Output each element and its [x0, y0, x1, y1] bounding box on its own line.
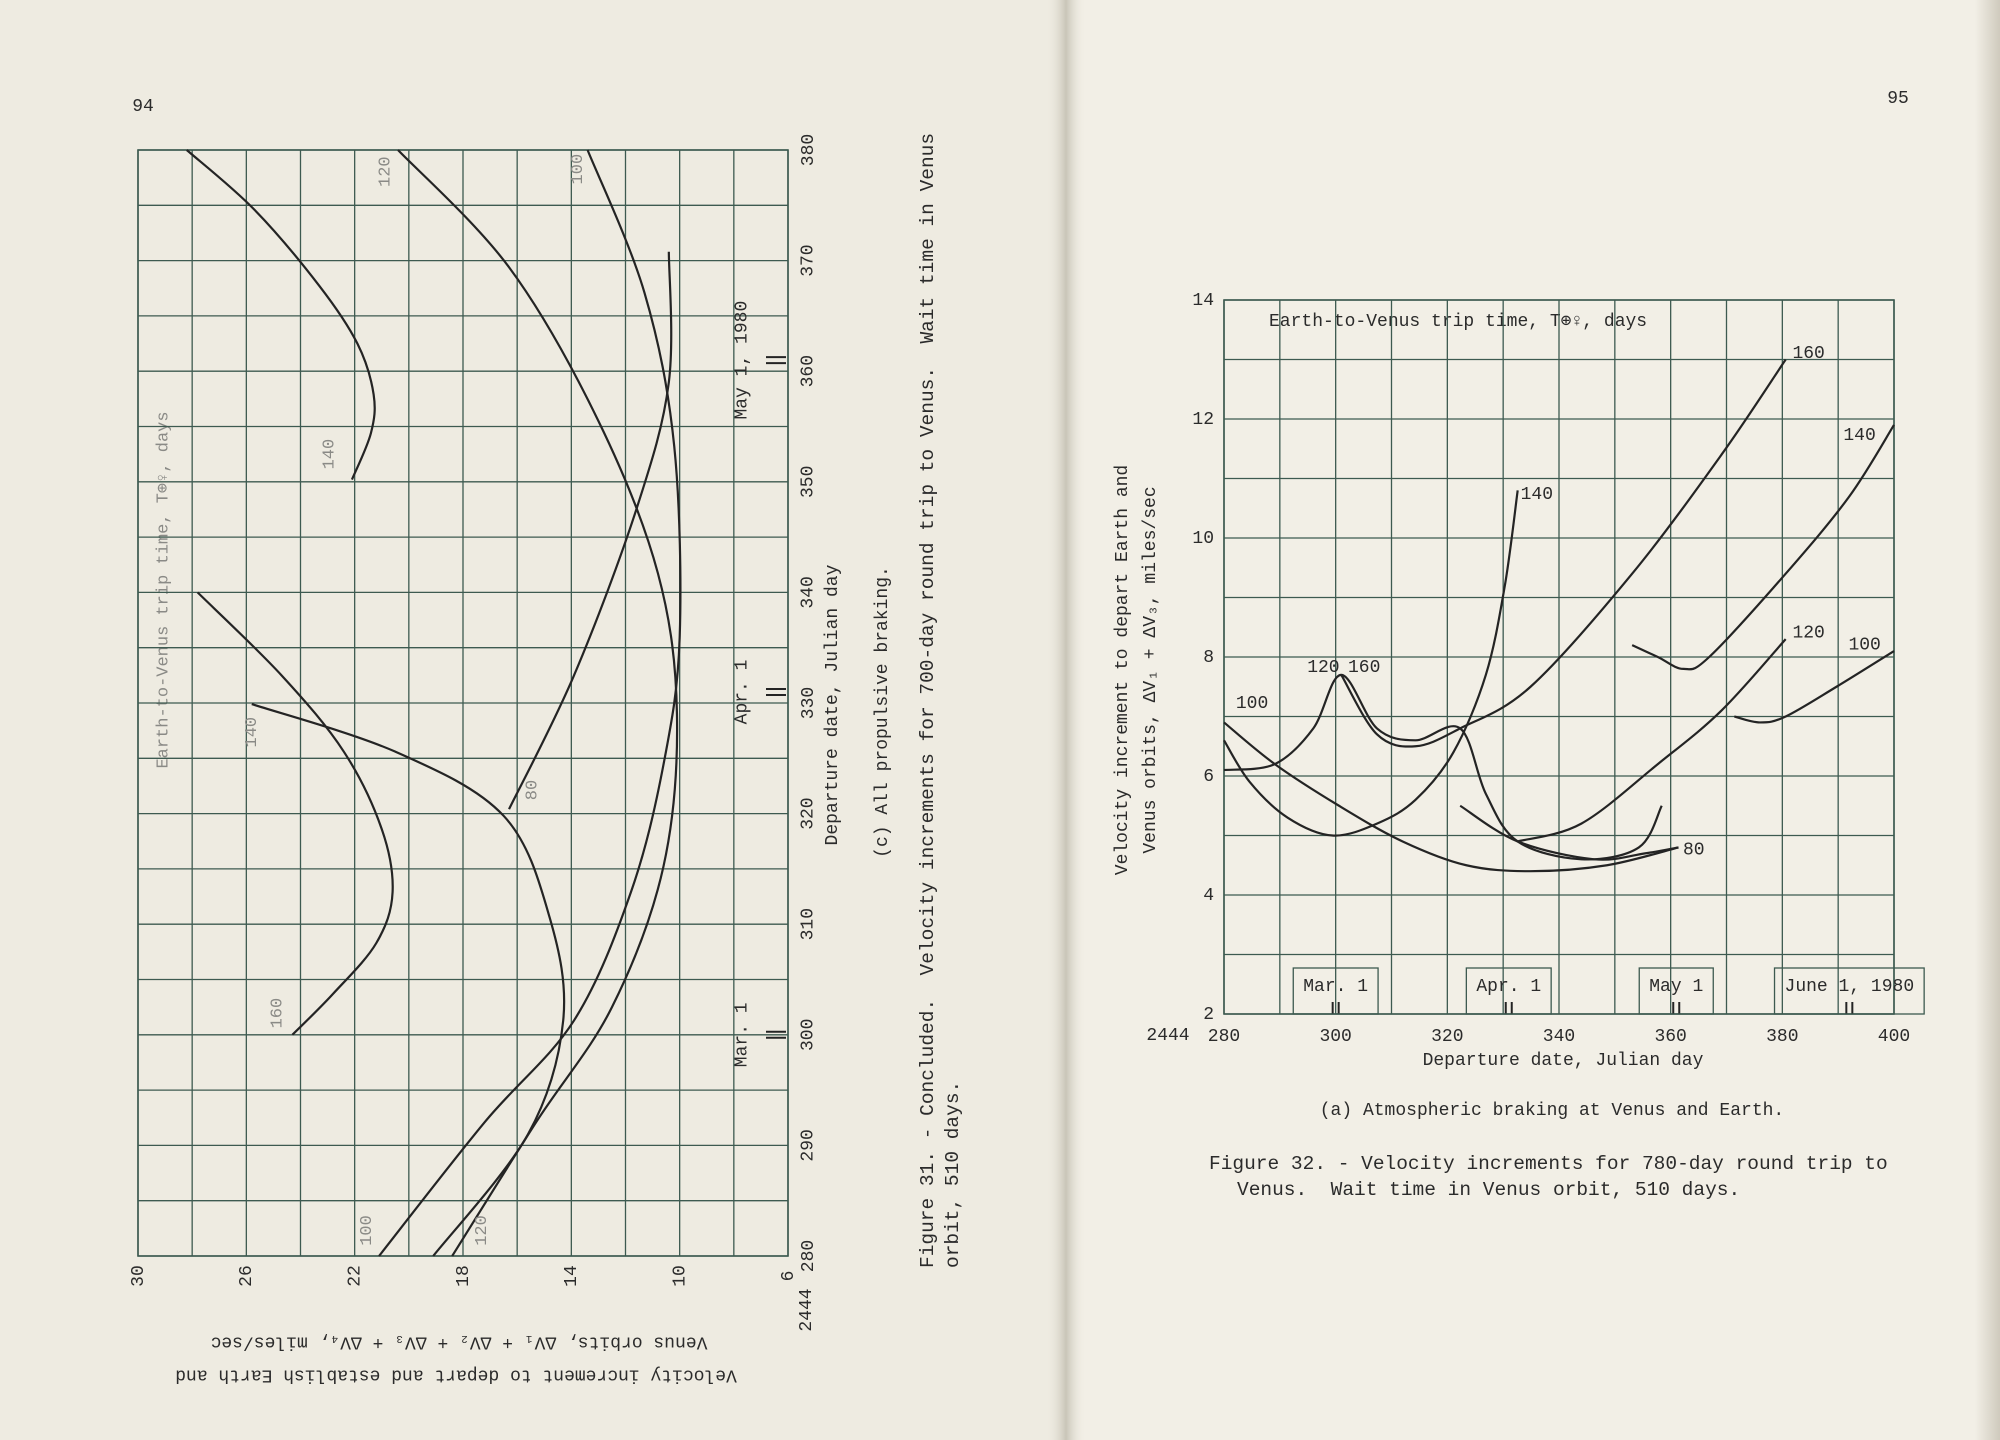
- y-tick-label: 10: [670, 1265, 690, 1287]
- y-tick-label: 4: [1203, 886, 1214, 906]
- spine: [1046, 0, 1086, 1440]
- curve: [508, 251, 673, 810]
- y-axis-label: Venus orbits, ΔV₁ + ΔV₂ + ΔV₃ + ΔV₄, mil…: [211, 1331, 708, 1351]
- x-tick-label: 360: [799, 355, 819, 387]
- curve-label: 160: [1348, 658, 1380, 678]
- y-tick-label: 26: [237, 1265, 257, 1287]
- curve: [1340, 358, 1787, 748]
- x-tick-label: 400: [1878, 1027, 1910, 1047]
- caption: Figure 31. - Concluded. Velocity increme…: [917, 133, 939, 1268]
- curve-label: 140: [320, 439, 339, 470]
- curve: [1223, 490, 1519, 837]
- x-tick-label: 280: [799, 1240, 819, 1272]
- x-tick-label: 330: [799, 687, 819, 719]
- y-tick-label: 14: [1192, 291, 1214, 311]
- x-tick-label: 310: [799, 908, 819, 940]
- y-tick-label: 6: [779, 1271, 799, 1282]
- curve: [186, 149, 376, 481]
- curve-label: 100: [1848, 635, 1880, 655]
- x-tick-label: 300: [1319, 1027, 1351, 1047]
- curve-label: 140: [243, 717, 262, 748]
- marker-label: Apr. 1: [733, 660, 753, 725]
- x-axis-label: Departure date, Julian day: [1423, 1051, 1704, 1071]
- y-axis-label: Velocity increment to depart and establi…: [175, 1364, 737, 1384]
- curve: [1459, 804, 1679, 861]
- y-axis-label: Velocity increment to depart Earth and: [1113, 465, 1133, 875]
- marker-label: May 1: [1649, 977, 1703, 997]
- curve-label: 80: [1683, 841, 1705, 861]
- y-tick-label: 30: [129, 1265, 149, 1287]
- x-tick-label: 340: [799, 576, 819, 608]
- x-tick-label: 340: [1543, 1027, 1575, 1047]
- y-tick-label: 12: [1192, 410, 1214, 430]
- x-tick-label: 320: [799, 797, 819, 829]
- y-tick-label: 14: [562, 1265, 582, 1287]
- inner-title: Earth-to-Venus trip time, T⊕♀, days: [1269, 312, 1647, 332]
- y-axis-label: Venus orbits, ΔV₁ + ΔV₃, miles/sec: [1141, 486, 1161, 853]
- x-tick-label: 290: [799, 1129, 819, 1161]
- y-tick-label: 2: [1203, 1005, 1214, 1025]
- curve: [1223, 721, 1679, 873]
- y-tick-label: 10: [1192, 529, 1214, 549]
- caption: Venus. Wait time in Venus orbit, 510 day…: [1237, 1179, 1740, 1201]
- y-tick-label: 8: [1203, 648, 1214, 668]
- marker-label: Apr. 1: [1476, 977, 1541, 997]
- right-page: [1066, 0, 2000, 1440]
- marker-box: [1292, 967, 1379, 1015]
- x-axis-label: Departure date, Julian day: [823, 564, 843, 845]
- x-tick-label: 360: [1654, 1027, 1686, 1047]
- marker-box: [1465, 967, 1552, 1015]
- caption: Figure 32. - Velocity increments for 780…: [1209, 1153, 1888, 1175]
- x-tick-label: 380: [1766, 1027, 1798, 1047]
- curve: [1734, 650, 1895, 724]
- curve-label: 120: [473, 1215, 492, 1246]
- page-edge: [1975, 0, 2000, 1440]
- curve: [196, 591, 394, 1036]
- curve-label: 100: [358, 1215, 377, 1246]
- curve: [1517, 638, 1787, 843]
- curve-label: 160: [269, 998, 288, 1029]
- curve-label: 140: [1843, 426, 1875, 446]
- inner-title: Earth-to-Venus trip time, T⊕♀, days: [154, 411, 173, 768]
- x-tick-label: 380: [799, 134, 819, 166]
- curve: [397, 149, 679, 1257]
- curve-label: 120: [1307, 658, 1339, 678]
- marker-box: [1638, 967, 1714, 1015]
- x-prefix: 2444: [1146, 1026, 1189, 1046]
- x-tick-label: 280: [1208, 1027, 1240, 1047]
- x-tick-label: 320: [1431, 1027, 1463, 1047]
- x-tick-label: 350: [799, 466, 819, 498]
- curve: [1631, 424, 1895, 671]
- marker-label: June 1, 1980: [1785, 977, 1915, 997]
- curve-label: 140: [1521, 485, 1553, 505]
- left-page: [0, 0, 1066, 1440]
- curve-label: 120: [1792, 624, 1824, 644]
- subtitle: (a) Atmospheric braking at Venus and Ear…: [1320, 1101, 1784, 1121]
- plot-frame: [1223, 299, 1895, 1015]
- curve-label: 160: [1792, 344, 1824, 364]
- x-tick-label: 370: [799, 244, 819, 276]
- curve-label: 100: [569, 154, 588, 185]
- y-tick-label: 18: [454, 1265, 474, 1287]
- subtitle: (c) All propulsive braking.: [873, 566, 893, 858]
- x-prefix: 2444: [797, 1288, 817, 1331]
- page-number: 94: [132, 97, 154, 117]
- marker-label: May 1, 1980: [733, 301, 753, 420]
- curve-label: 80: [523, 780, 542, 800]
- plot-frame: [137, 149, 789, 1257]
- marker-label: Mar. 1: [733, 1002, 753, 1067]
- marker-box: [1773, 967, 1925, 1015]
- page-number: 95: [1887, 89, 1909, 109]
- y-tick-label: 22: [345, 1265, 365, 1287]
- curve-label: 100: [1236, 694, 1268, 714]
- marker-label: Mar. 1: [1303, 977, 1368, 997]
- curve: [378, 149, 682, 1257]
- curve-label: 120: [377, 156, 396, 187]
- caption: orbit, 510 days.: [942, 1081, 964, 1268]
- y-tick-label: 6: [1203, 767, 1214, 787]
- curve: [1223, 673, 1663, 861]
- x-tick-label: 300: [799, 1019, 819, 1051]
